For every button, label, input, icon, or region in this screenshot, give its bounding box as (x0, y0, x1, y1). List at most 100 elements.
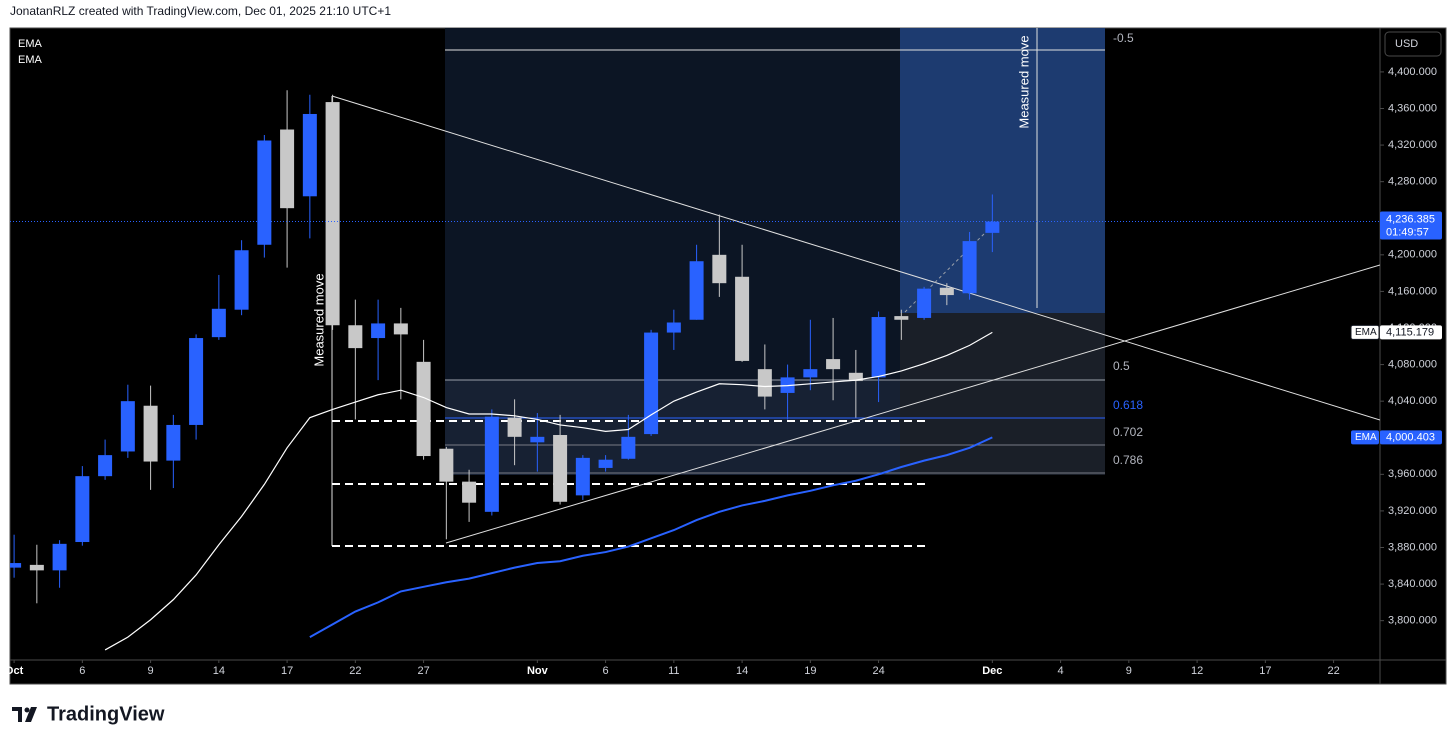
x-tick-label: 14 (213, 665, 225, 677)
candle-body (325, 102, 340, 326)
x-tick-label: Nov (527, 665, 549, 677)
ema-line (104, 331, 993, 651)
x-tick-label: 22 (1327, 665, 1339, 677)
x-tick-label: 4 (1058, 665, 1064, 677)
candle-body (143, 405, 158, 462)
candle-body (484, 416, 499, 512)
candle-body (644, 332, 659, 435)
y-tick-label: 3,920.000 (1388, 505, 1437, 517)
candle-body (29, 564, 44, 571)
logo-mark (12, 707, 22, 711)
logo-text: TradingView (47, 703, 165, 725)
candle-body (462, 481, 477, 503)
candle-body (735, 276, 750, 361)
y-tick-label: 4,160.000 (1388, 285, 1437, 297)
logo: TradingView (12, 703, 165, 725)
candle-body (257, 140, 272, 245)
y-tick-label: 4,080.000 (1388, 358, 1437, 370)
candle-body (234, 250, 249, 310)
stop-zone (900, 313, 1105, 475)
candle-body (189, 338, 204, 425)
candle-body (302, 113, 317, 197)
candle-body (280, 129, 295, 209)
y-tick-label: 4,400.000 (1388, 66, 1437, 78)
candle-body (621, 436, 636, 459)
candle-body (211, 308, 226, 338)
x-tick-label: Dec (982, 665, 1002, 677)
candle-body (439, 448, 454, 482)
price-tag-label: 4,236.385 (1386, 213, 1435, 225)
x-tick-label: 24 (872, 665, 884, 677)
fib-label: 0.5 (1113, 359, 1130, 373)
logo-mark (18, 707, 22, 722)
candle-body (507, 417, 522, 437)
candle-body (917, 288, 932, 318)
y-tick-label: 4,280.000 (1388, 176, 1437, 188)
y-tick-label: 4,320.000 (1388, 139, 1437, 151)
fib-label: 0.618 (1113, 398, 1143, 412)
legend-entry: EMA (18, 38, 43, 50)
candle-body (826, 359, 841, 370)
candle-body (962, 241, 977, 294)
currency[interactable]: USD (1395, 38, 1418, 50)
ema-value-tag-label: 4,115.179 (1386, 326, 1434, 338)
ema-name-tag-label: EMA (1355, 327, 1377, 338)
candle-body (348, 325, 363, 349)
logo-mark (25, 707, 37, 722)
candle-body (10, 563, 22, 568)
ema-name-tag-label: EMA (1355, 432, 1377, 443)
x-tick-label: Oct (5, 665, 24, 677)
candle-body (894, 316, 909, 320)
ema-line (309, 436, 993, 639)
x-tick-label: 9 (148, 665, 154, 677)
candle-body (939, 287, 954, 296)
y-tick-label: 3,880.000 (1388, 541, 1437, 553)
x-tick-label: 27 (417, 665, 429, 677)
ema-name-tag (1351, 430, 1379, 445)
fib-label: -0.5 (1113, 31, 1134, 45)
x-tick-label: 11 (668, 665, 679, 677)
candle-body (848, 372, 863, 382)
candle-body (553, 435, 568, 502)
x-tick-label: 17 (1259, 665, 1271, 677)
target-zone (900, 28, 1105, 313)
x-tick-label: 6 (79, 665, 85, 677)
trend-line (331, 95, 1380, 421)
x-tick-label: 19 (804, 665, 816, 677)
y-tick-label: 3,960.000 (1388, 468, 1437, 480)
candle-body (689, 261, 704, 320)
trend-line (445, 264, 1380, 544)
candle-body (120, 401, 135, 452)
candle-body (598, 459, 613, 468)
ema-value-tag-label: 4,000.403 (1386, 431, 1435, 443)
candle-body (98, 455, 113, 477)
fib-label: 0.786 (1113, 453, 1143, 467)
candle-body (712, 254, 727, 284)
candle-body (871, 317, 886, 378)
x-tick-label: 12 (1191, 665, 1203, 677)
fib-label: 0.702 (1113, 425, 1143, 439)
countdown: 01:49:57 (1386, 226, 1429, 238)
x-tick-label: 14 (736, 665, 748, 677)
price-tag (1380, 211, 1442, 240)
candle-body (530, 436, 545, 443)
candle-body (666, 322, 681, 333)
currency-button[interactable] (1384, 31, 1442, 57)
y-tick-label: 3,840.000 (1388, 578, 1437, 590)
legend-entry: EMA (18, 54, 43, 66)
candle-body (416, 361, 431, 457)
ema-value-tag (1380, 430, 1442, 445)
ema-value-tag (1380, 325, 1442, 340)
y-tick-label: 4,040.000 (1388, 395, 1437, 407)
candle-body (393, 323, 408, 335)
candle-body (757, 369, 772, 397)
x-tick-label: 17 (281, 665, 293, 677)
y-tick-label: 4,360.000 (1388, 102, 1437, 114)
candle-body (371, 323, 386, 339)
x-tick-label: 6 (603, 665, 609, 677)
x-tick-label: 9 (1126, 665, 1132, 677)
annotation: Measured move (1016, 35, 1031, 128)
x-tick-label: 22 (349, 665, 361, 677)
ema-name-tag (1350, 324, 1380, 340)
